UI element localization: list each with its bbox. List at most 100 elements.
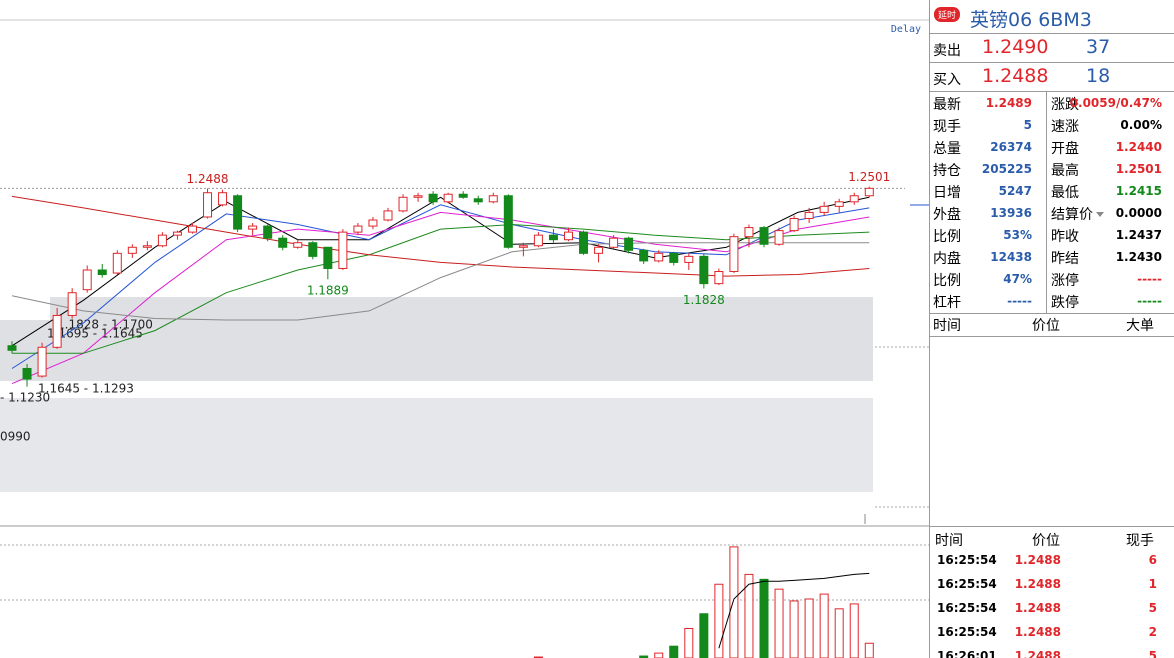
extreme-label: 1.1828 <box>683 293 725 307</box>
volume-bar <box>699 613 709 658</box>
trade-price: 1.2488 <box>1014 577 1061 591</box>
quote-label: 涨跌 <box>1051 97 1079 113</box>
candle-body <box>639 249 649 262</box>
candle-body <box>488 195 498 203</box>
candle-body <box>263 225 273 239</box>
quote-value: 1.2489 <box>985 96 1032 110</box>
divider <box>930 526 1174 527</box>
quote-value: 47% <box>1003 272 1032 286</box>
candle-body <box>849 195 859 203</box>
candle-body <box>759 227 769 245</box>
trade-time: 16:26:01 <box>937 649 997 658</box>
candle-body <box>533 234 543 247</box>
quote-panel: 延时 英镑06 6BM3 卖出 1.2490 37 买入 1.2488 18 最新 1.2489 涨… <box>929 0 1174 658</box>
candle-body <box>203 192 213 218</box>
candle-body <box>819 205 829 213</box>
divider <box>930 62 1174 63</box>
trade-time: 16:25:54 <box>937 601 997 615</box>
side-label: 卖出 <box>933 43 961 59</box>
candle-body <box>97 269 107 276</box>
candle-body <box>52 314 62 348</box>
volume-bar <box>684 628 694 658</box>
volume-bar <box>849 603 859 658</box>
quote-label: 外盘 <box>933 207 961 223</box>
candle-body <box>714 271 724 285</box>
candle-body <box>398 196 408 212</box>
trade-size: 1 <box>1148 577 1157 591</box>
candle-body <box>233 195 243 230</box>
volume-bar <box>864 642 874 658</box>
trade-price: 1.2488 <box>1014 601 1061 615</box>
quote-label: 总量 <box>933 141 961 157</box>
side-price: 1.2490 <box>982 36 1049 58</box>
badge: 延时 <box>934 7 961 22</box>
candle-body <box>67 292 77 316</box>
volume-bar <box>774 588 784 658</box>
side-label: 买入 <box>933 72 961 88</box>
volume-bar <box>819 593 829 658</box>
quote-value: 1.2440 <box>1115 140 1162 154</box>
candle-body <box>654 252 664 262</box>
quote-value: 13936 <box>990 206 1032 220</box>
quote-label: 跌停 <box>1051 295 1079 311</box>
candle-body <box>308 242 318 257</box>
volume-bar <box>729 546 739 658</box>
column-header: 价位 <box>1032 318 1060 334</box>
candle-body <box>563 231 573 241</box>
candle-body <box>594 246 604 254</box>
trade-size: 5 <box>1148 649 1157 658</box>
volume-bar <box>789 600 799 658</box>
quote-label: 杠杆 <box>933 295 961 311</box>
trade-price: 1.2488 <box>1014 553 1061 567</box>
trade-size: 5 <box>1148 601 1157 615</box>
trade-size: 6 <box>1148 553 1157 567</box>
quote-label: 比例 <box>933 273 961 289</box>
trade-time: 16:25:54 <box>937 625 997 639</box>
divider <box>930 313 1174 314</box>
column-divider <box>1046 91 1047 313</box>
moving-average <box>11 211 870 385</box>
candle-body <box>218 192 228 206</box>
quote-label: 比例 <box>933 229 961 245</box>
quote-value: 5247 <box>998 184 1032 198</box>
side-price: 1.2488 <box>982 65 1049 87</box>
candle-body <box>699 255 709 285</box>
quote-label: 最新 <box>933 97 961 113</box>
candle-body <box>503 195 513 248</box>
moving-average <box>11 196 870 347</box>
open-interest-line <box>718 572 870 649</box>
quote-label: 最高 <box>1051 163 1079 179</box>
quote-value: 12438 <box>990 250 1032 264</box>
side-size: 18 <box>1086 65 1111 87</box>
candle-body <box>127 246 137 254</box>
volume-bar <box>714 583 724 658</box>
quote-label: 速涨 <box>1051 119 1079 135</box>
quote-value: 1.2430 <box>1115 250 1162 264</box>
candle-body <box>729 236 739 273</box>
candle-body <box>609 237 619 248</box>
zone <box>0 398 873 492</box>
column-header: 价位 <box>1032 533 1060 549</box>
candle-body <box>112 252 122 274</box>
candle-body <box>864 187 874 197</box>
quote-value: 0.0000 <box>1115 206 1162 220</box>
side-size: 37 <box>1086 36 1111 58</box>
moving-average <box>11 195 870 277</box>
trade-time: 16:25:54 <box>937 577 997 591</box>
quote-value: 5 <box>1023 118 1032 132</box>
volume-bar <box>654 652 664 658</box>
candle-body <box>413 195 423 198</box>
quote-value: 1.2501 <box>1115 162 1162 176</box>
volume-bar <box>744 573 754 658</box>
trade-price: 1.2488 <box>1014 625 1061 639</box>
quote-label: 昨收 <box>1051 229 1079 245</box>
candle-body <box>473 198 483 203</box>
candle-body <box>278 237 288 248</box>
candle-body <box>579 231 589 254</box>
candle-body <box>157 234 167 247</box>
moving-average <box>12 223 870 354</box>
candle-body <box>323 246 333 269</box>
candle-body <box>458 193 468 198</box>
column-header: 时间 <box>935 533 963 549</box>
